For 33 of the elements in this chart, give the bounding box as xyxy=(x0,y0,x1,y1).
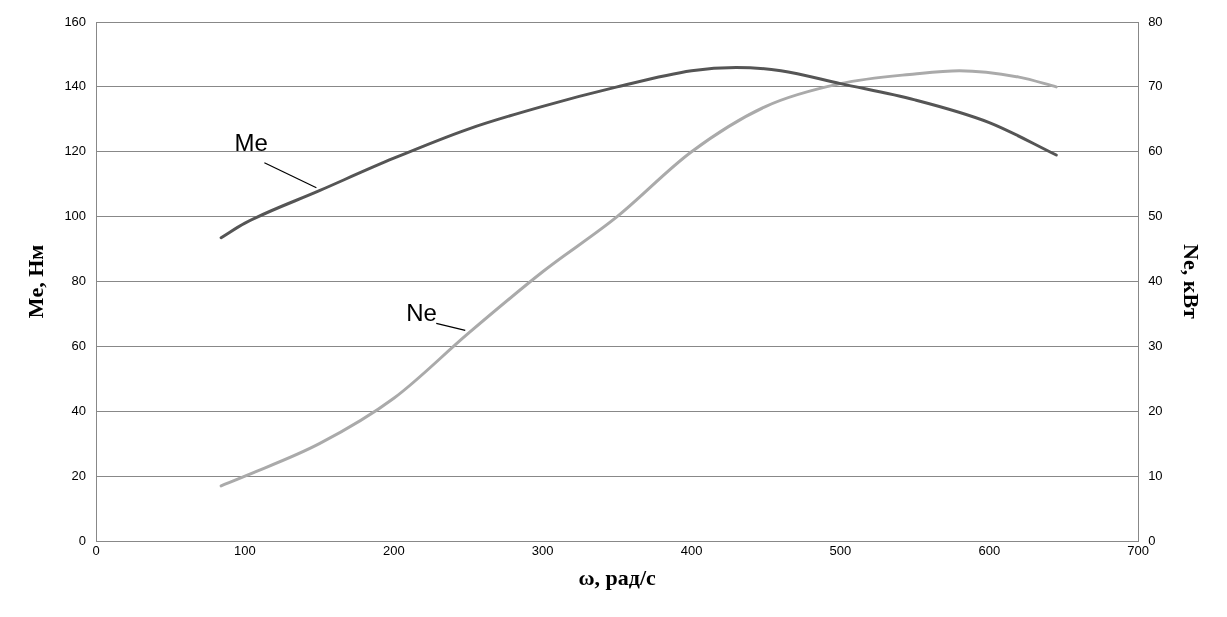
x-tick-label: 700 xyxy=(1127,543,1149,559)
y2-tick-label: 50 xyxy=(1148,208,1163,224)
y2-tick-label: 10 xyxy=(1148,467,1163,483)
x-tick-label: 600 xyxy=(978,543,1001,559)
series-label: Ne xyxy=(406,299,437,327)
y-tick-label: 0 xyxy=(78,532,87,548)
y2-tick-label: 30 xyxy=(1148,337,1163,353)
text: Me xyxy=(234,128,268,156)
y-tick-label: 40 xyxy=(71,402,87,418)
x-tick-label: 100 xyxy=(234,543,256,559)
x-axis-title: ω, рад/с xyxy=(578,565,657,591)
y-tick-label: 120 xyxy=(64,143,87,159)
y-tick-label: 60 xyxy=(71,337,87,353)
y-tick-label: 140 xyxy=(64,78,87,94)
y-axis-title: Me, Нм xyxy=(22,244,48,319)
y2-tick-label: 80 xyxy=(1148,13,1163,29)
y2-tick-label: 20 xyxy=(1148,402,1163,418)
line-series xyxy=(219,69,1058,488)
y-tick-label: 80 xyxy=(71,273,87,289)
y2-tick-label: 40 xyxy=(1148,273,1163,289)
y2-tick-label: 0 xyxy=(1148,532,1156,548)
y2-axis-title: Ne, кВт xyxy=(1179,244,1205,320)
line-series xyxy=(219,65,1058,240)
y2-tick-label: 60 xyxy=(1148,143,1163,159)
x-tick-label: 0 xyxy=(92,543,100,559)
y-tick-label: 20 xyxy=(71,467,87,483)
x-tick-label: 500 xyxy=(829,543,852,559)
y-tick-label: 100 xyxy=(64,208,87,224)
y2-tick-label: 70 xyxy=(1148,78,1163,94)
y-tick-label: 160 xyxy=(64,13,87,29)
x-tick-label: 400 xyxy=(680,543,703,559)
x-tick-label: 200 xyxy=(382,543,405,559)
x-tick-label: 300 xyxy=(531,543,554,559)
